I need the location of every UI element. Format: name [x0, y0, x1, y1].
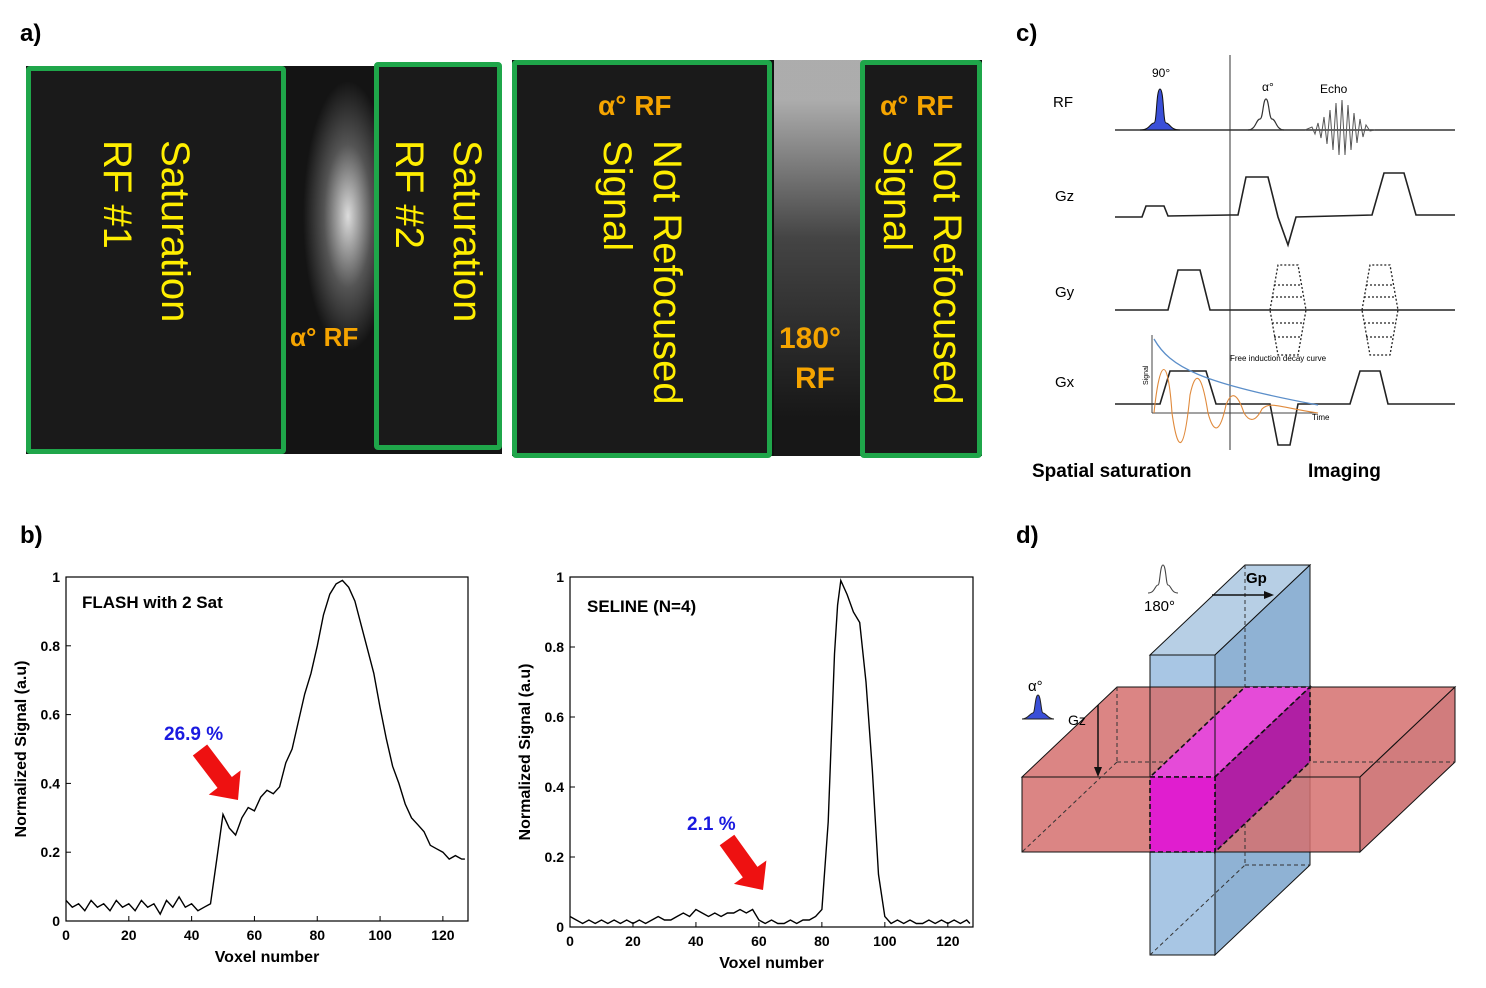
alpha-pulse-icon	[1021, 694, 1055, 720]
x-tick-label: 40	[184, 927, 200, 943]
annotation-arrow	[192, 744, 241, 801]
y-tick-label: 1	[52, 569, 60, 585]
x-axis-label: Voxel number	[215, 949, 320, 966]
rf180-label: 180°	[1144, 598, 1175, 615]
box4-line2: Signal	[875, 140, 919, 252]
row-label-gz: Gz	[1055, 188, 1074, 205]
gy-phase-encode-2	[1361, 264, 1399, 356]
x-tick-label: 20	[121, 927, 137, 943]
time-axis-label: Time	[1312, 413, 1330, 422]
annotation-arrow	[719, 834, 767, 890]
rf-alpha-pulse	[1247, 98, 1285, 131]
pulse-alpha-label: α°	[1262, 80, 1274, 94]
saturation-box-2	[374, 62, 502, 450]
line-chart-seline: 0 20 40 60 80 100 120 0 0.2 0.4 0.6 0.8 1 Voxel numbe…	[517, 569, 974, 972]
x-tick-label: 60	[247, 927, 263, 943]
y-axis-label: Normalized Signal (a.u)	[13, 661, 30, 838]
annotation-label: 26.9 %	[164, 724, 223, 745]
alpha-rf-label-3: α° RF	[880, 90, 954, 121]
x-tick-label: 40	[688, 933, 704, 949]
alpha-rf-label-2: α° RF	[598, 90, 672, 121]
rf180-label-line1: 180°	[779, 322, 842, 355]
x-tick-label: 60	[751, 933, 767, 949]
row-label-gx: Gx	[1055, 374, 1075, 391]
annotation-label: 2.1 %	[687, 814, 736, 835]
fid-inset: Free induction decay curve Signal Time	[1143, 335, 1330, 444]
chart-title: SELINE (N=4)	[587, 597, 696, 616]
rf-90-pulse	[1139, 88, 1181, 131]
row-label-gy: Gy	[1055, 284, 1075, 301]
y-tick-label: 0.6	[41, 707, 61, 723]
line-chart-flash: 0 20 40 60 80 100 120 0 0.2 0.4 0.6 0.8 1 Voxel numbe…	[13, 569, 469, 966]
box1-line1: Saturation	[153, 140, 197, 323]
x-tick-label: 100	[368, 927, 392, 943]
chart-title: FLASH with 2 Sat	[82, 593, 223, 612]
x-axis-label: Voxel number	[719, 955, 824, 972]
box4-line1: Not Refocused	[925, 140, 969, 405]
y-tick-label: 0.6	[545, 709, 565, 725]
x-tick-label: 0	[62, 927, 70, 943]
plot-frame	[569, 576, 974, 928]
x-tick-label: 120	[431, 927, 455, 943]
x-tick-label: 80	[814, 933, 830, 949]
saturation-box-1	[26, 66, 286, 454]
x-tick-label: 120	[936, 933, 960, 949]
y-tick-label: 0.4	[545, 779, 565, 795]
gy-phase-encode-1	[1269, 264, 1307, 356]
x-tick-label: 80	[309, 927, 325, 943]
y-tick-label: 0	[556, 919, 564, 935]
y-axis-label: Normalized Signal (a.u)	[517, 664, 534, 841]
gz-label: Gz	[1068, 712, 1086, 728]
row-label-rf: RF	[1053, 94, 1073, 111]
refocus-box-1	[512, 60, 772, 458]
y-tick-label: 0.2	[41, 844, 61, 860]
gx-waveform	[1115, 370, 1455, 446]
gz-waveform	[1115, 172, 1455, 248]
red-arrow-shape	[192, 744, 241, 801]
y-tick-label: 0.8	[545, 639, 565, 655]
gy-waveform	[1115, 269, 1455, 311]
alpha-rf-label-1: α° RF	[290, 322, 359, 352]
panel-label-c: c)	[1016, 20, 1038, 47]
box1-line2: RF #1	[95, 140, 139, 249]
signal-axis-label: Signal	[1143, 365, 1150, 385]
gp-label: Gp	[1246, 570, 1267, 587]
y-tick-label: 0	[52, 913, 60, 929]
echo-signal	[1304, 99, 1376, 156]
y-tick-label: 1	[556, 569, 564, 585]
y-tick-label: 0.8	[41, 638, 61, 654]
box2-line2: RF #2	[387, 140, 431, 249]
plot-frame	[65, 576, 469, 922]
pulse-90-label: 90°	[1152, 66, 1170, 80]
voxel-front	[1149, 776, 1216, 853]
panel-label-d: d)	[1016, 522, 1039, 549]
fid-label: Free induction decay curve	[1230, 354, 1327, 363]
box3-line2: Signal	[595, 140, 639, 252]
panel-label-a: a)	[20, 20, 42, 47]
series-line	[569, 577, 971, 925]
footer-spatial-saturation: Spatial saturation	[1032, 461, 1191, 482]
x-tick-label: 20	[625, 933, 641, 949]
refocus-box-2	[860, 60, 982, 458]
alpha-label: α°	[1028, 678, 1043, 695]
panel-label-b: b)	[20, 522, 43, 549]
echo-label: Echo	[1320, 82, 1348, 96]
y-tick-label: 0.2	[545, 849, 565, 865]
x-tick-label: 0	[566, 933, 574, 949]
rf180-pulse-icon	[1147, 564, 1179, 594]
footer-imaging: Imaging	[1308, 461, 1381, 482]
mri-panel-a: Saturation RF #1 Saturation RF #2 Not Re…	[0, 0, 1000, 470]
x-tick-label: 100	[873, 933, 897, 949]
y-tick-label: 0.4	[41, 775, 61, 791]
pulse-sequence-diagram: RF Gz Gy Gx 90° α° Echo Free induction d…	[1020, 55, 1470, 495]
rf180-label-line2: RF	[795, 362, 835, 395]
series-line	[65, 579, 465, 916]
slab-diagram: Gz Gp 180° α°	[1020, 563, 1457, 957]
box2-line1: Saturation	[445, 140, 489, 323]
red-arrow-shape	[719, 834, 767, 890]
box3-line1: Not Refocused	[645, 140, 689, 405]
